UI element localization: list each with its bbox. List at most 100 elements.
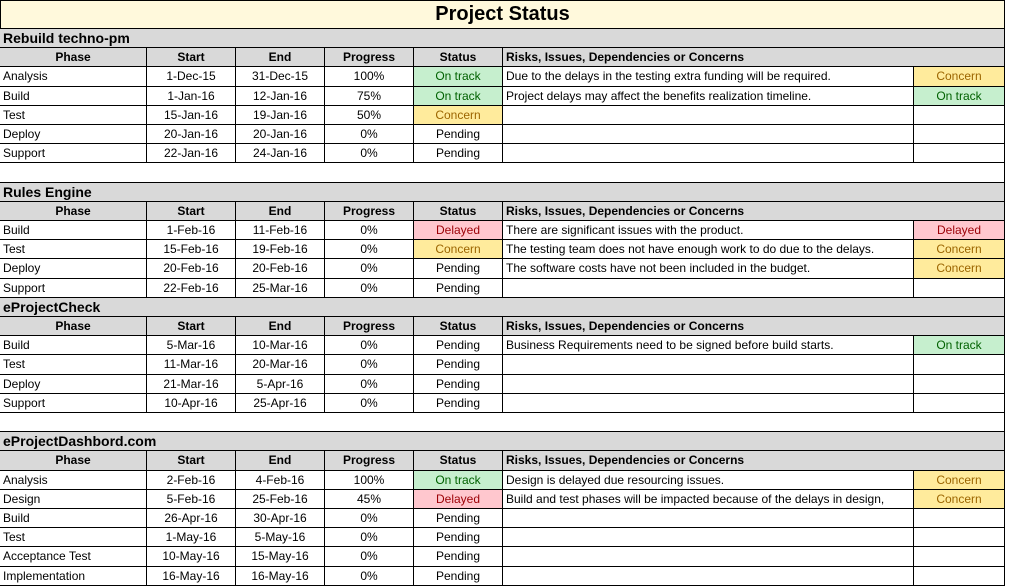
end-cell: 11-Feb-16	[236, 221, 325, 241]
column-header: Status	[414, 317, 503, 337]
start-cell: 21-Mar-16	[147, 374, 236, 394]
column-header: Risks, Issues, Dependencies or Concerns	[503, 317, 1005, 337]
risk-status-cell: Concern	[914, 67, 1005, 87]
start-cell: 26-Apr-16	[147, 509, 236, 529]
progress-cell: 0%	[325, 221, 414, 241]
phase-cell: Test	[0, 105, 147, 125]
risk-cell: The software costs have not been include…	[503, 259, 914, 279]
column-header: Status	[414, 48, 503, 68]
status-cell: Pending	[414, 278, 503, 298]
progress-cell: 0%	[325, 144, 414, 164]
start-cell: 22-Feb-16	[147, 278, 236, 298]
progress-cell: 0%	[325, 259, 414, 279]
risk-cell: Design is delayed due resourcing issues.	[503, 470, 914, 490]
end-cell: 20-Feb-16	[236, 259, 325, 279]
start-cell: 2-Feb-16	[147, 470, 236, 490]
progress-cell: 0%	[325, 278, 414, 298]
start-cell: 5-Mar-16	[147, 336, 236, 356]
phase-cell: Build	[0, 336, 147, 356]
end-cell: 12-Jan-16	[236, 86, 325, 106]
risk-cell: There are significant issues with the pr…	[503, 221, 914, 241]
risk-cell	[503, 125, 914, 145]
start-cell: 20-Jan-16	[147, 125, 236, 145]
status-cell: Pending	[414, 144, 503, 164]
progress-cell: 0%	[325, 528, 414, 548]
column-header: Progress	[325, 48, 414, 68]
start-cell: 5-Feb-16	[147, 489, 236, 509]
phase-cell: Acceptance Test	[0, 547, 147, 567]
risk-status-cell	[914, 144, 1005, 164]
status-cell: Concern	[414, 105, 503, 125]
end-cell: 24-Jan-16	[236, 144, 325, 164]
progress-cell: 0%	[325, 355, 414, 375]
end-cell: 19-Feb-16	[236, 240, 325, 260]
risk-status-cell	[914, 547, 1005, 567]
start-cell: 10-May-16	[147, 547, 236, 567]
column-header: Status	[414, 201, 503, 221]
risk-status-cell: Concern	[914, 240, 1005, 260]
status-cell: Delayed	[414, 489, 503, 509]
end-cell: 30-Apr-16	[236, 509, 325, 529]
status-cell: Pending	[414, 566, 503, 586]
status-cell: Pending	[414, 374, 503, 394]
phase-cell: Support	[0, 144, 147, 164]
column-header: Phase	[0, 451, 147, 471]
column-header: Risks, Issues, Dependencies or Concerns	[503, 48, 1005, 68]
status-cell: Pending	[414, 259, 503, 279]
status-cell: Concern	[414, 240, 503, 260]
end-cell: 5-Apr-16	[236, 374, 325, 394]
end-cell: 20-Jan-16	[236, 125, 325, 145]
progress-cell: 0%	[325, 336, 414, 356]
status-cell: On track	[414, 470, 503, 490]
progress-cell: 0%	[325, 240, 414, 260]
phase-cell: Support	[0, 393, 147, 413]
blank-row	[0, 163, 1005, 183]
risk-status-cell	[914, 374, 1005, 394]
start-cell: 20-Feb-16	[147, 259, 236, 279]
phase-cell: Support	[0, 278, 147, 298]
progress-cell: 0%	[325, 566, 414, 586]
column-header: End	[236, 317, 325, 337]
start-cell: 15-Feb-16	[147, 240, 236, 260]
phase-cell: Implementation	[0, 566, 147, 586]
start-cell: 15-Jan-16	[147, 105, 236, 125]
column-header: Status	[414, 451, 503, 471]
phase-cell: Analysis	[0, 67, 147, 87]
risk-status-cell: On track	[914, 86, 1005, 106]
phase-cell: Test	[0, 528, 147, 548]
progress-cell: 45%	[325, 489, 414, 509]
status-cell: Pending	[414, 355, 503, 375]
column-header: Progress	[325, 451, 414, 471]
start-cell: 1-Dec-15	[147, 67, 236, 87]
risk-status-cell: On track	[914, 336, 1005, 356]
risk-cell: The testing team does not have enough wo…	[503, 240, 914, 260]
start-cell: 11-Mar-16	[147, 355, 236, 375]
risk-cell	[503, 374, 914, 394]
risk-cell: Project delays may affect the benefits r…	[503, 86, 914, 106]
status-cell: Pending	[414, 393, 503, 413]
risk-status-cell	[914, 278, 1005, 298]
risk-status-cell	[914, 105, 1005, 125]
risk-cell	[503, 278, 914, 298]
start-cell: 1-Jan-16	[147, 86, 236, 106]
end-cell: 4-Feb-16	[236, 470, 325, 490]
end-cell: 16-May-16	[236, 566, 325, 586]
blank-row	[0, 413, 1005, 433]
status-cell: Pending	[414, 336, 503, 356]
risk-status-cell: Concern	[914, 259, 1005, 279]
end-cell: 5-May-16	[236, 528, 325, 548]
phase-cell: Deploy	[0, 125, 147, 145]
phase-cell: Deploy	[0, 374, 147, 394]
risk-status-cell: Concern	[914, 470, 1005, 490]
risk-status-cell	[914, 528, 1005, 548]
column-header: Start	[147, 451, 236, 471]
end-cell: 15-May-16	[236, 547, 325, 567]
status-cell: Pending	[414, 509, 503, 529]
progress-cell: 0%	[325, 509, 414, 529]
end-cell: 20-Mar-16	[236, 355, 325, 375]
status-cell: On track	[414, 86, 503, 106]
start-cell: 1-May-16	[147, 528, 236, 548]
risk-cell	[503, 105, 914, 125]
phase-cell: Deploy	[0, 259, 147, 279]
